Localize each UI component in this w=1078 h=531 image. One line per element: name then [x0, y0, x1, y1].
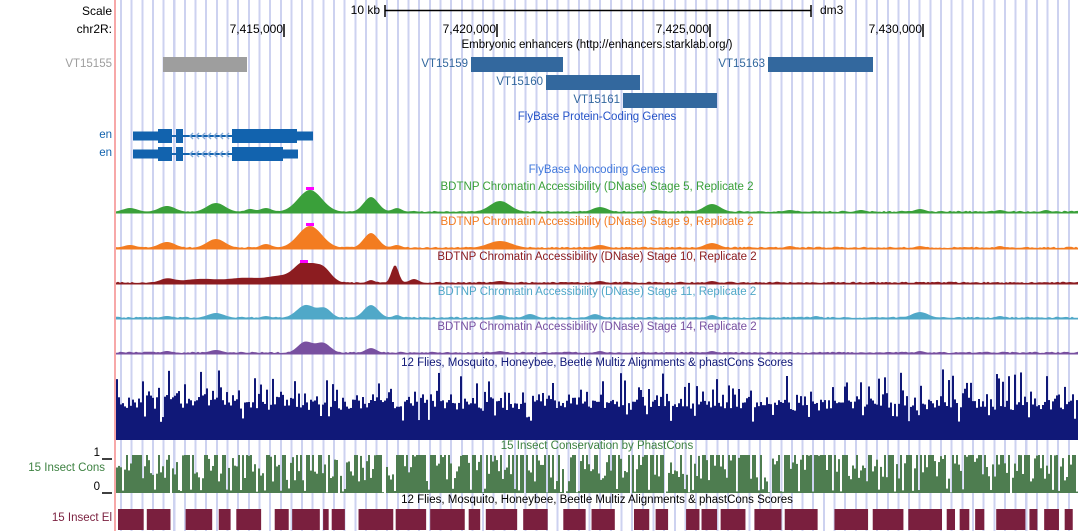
ruler-tick-label: 7,430,000 — [868, 22, 922, 36]
gene-strand-arrow — [201, 150, 206, 158]
dnase_stage5-signal — [116, 190, 1078, 212]
enhancer-box-vt15161 — [623, 93, 717, 108]
dnase_stage9-clip-mark — [306, 223, 314, 226]
left-edge-guideline — [114, 0, 116, 531]
gene-utr — [283, 149, 298, 159]
gene-strand-arrow — [225, 132, 230, 140]
ruler-tick-label: 7,420,000 — [442, 22, 496, 36]
gene-strand-arrow — [195, 150, 200, 158]
track-label-insect-cons[interactable]: 15 Insect Cons — [28, 462, 105, 474]
gene-exon — [232, 129, 297, 143]
gene-strand-arrow — [207, 132, 212, 140]
gene-strand-arrow — [189, 132, 194, 140]
phastcons-axis-min: 0 — [93, 481, 100, 493]
gene-exon — [158, 147, 172, 161]
enhancer-box-vt15163 — [768, 57, 873, 72]
track-title-dnase-stage5[interactable]: BDTNP Chromatin Accessibility (DNase) St… — [440, 181, 754, 193]
dnase_stage10-signal — [116, 263, 1078, 283]
dnase_stage5-clip-mark — [306, 187, 314, 190]
track-title-enhancers[interactable]: Embryonic enhancers (http://enhancers.st… — [461, 39, 733, 51]
track-title-dnase-stage10[interactable]: BDTNP Chromatin Accessibility (DNase) St… — [437, 251, 757, 263]
track-title-multiz-2[interactable]: 12 Flies, Mosquito, Honeybee, Beetle Mul… — [401, 494, 793, 506]
enhancer-box-vt15159 — [471, 57, 563, 72]
track-title-phastcons[interactable]: 15 Insect Conservation by PhastCons — [500, 440, 694, 452]
gene-utr — [133, 149, 158, 159]
track-title-dnase-stage9[interactable]: BDTNP Chromatin Accessibility (DNase) St… — [440, 216, 754, 228]
track-title-multiz[interactable]: 12 Flies, Mosquito, Honeybee, Beetle Mul… — [401, 357, 793, 369]
enhancer-box-vt15155 — [163, 57, 247, 72]
gene-strand-arrow — [225, 150, 230, 158]
chromosome-label: chr2R: — [76, 22, 112, 36]
gene-exon — [176, 129, 183, 143]
gene-strand-arrow — [201, 132, 206, 140]
gene-exon — [158, 129, 172, 143]
track-title-noncoding-genes[interactable]: FlyBase Noncoding Genes — [528, 164, 666, 176]
gene-strand-arrow — [189, 150, 194, 158]
gene-label-en-2[interactable]: en — [99, 147, 112, 159]
enhancer-label-vt15159[interactable]: VT15159 — [421, 58, 468, 70]
dnase_stage10-clip-mark — [300, 260, 308, 263]
phastcons-axis-max: 1 — [93, 447, 100, 459]
gene-label-en-1[interactable]: en — [99, 129, 112, 141]
scale-row-label: Scale — [81, 4, 112, 18]
dnase_stage9-signal — [116, 226, 1078, 248]
gene-exon — [232, 147, 283, 161]
gene-utr — [133, 131, 158, 141]
gene-strand-arrow — [195, 132, 200, 140]
scale-value: 10 kb — [350, 3, 380, 17]
enhancer-box-vt15160 — [546, 75, 640, 90]
gene-strand-arrow — [213, 132, 218, 140]
dnase_stage14-signal — [116, 341, 1078, 353]
assembly-name: dm3 — [820, 3, 844, 17]
ruler-tick-label: 7,425,000 — [655, 22, 709, 36]
gene-utr — [297, 131, 313, 141]
gene-strand-arrow — [213, 150, 218, 158]
ruler-tick-label: 7,415,000 — [229, 22, 283, 36]
enhancer-label-vt15163[interactable]: VT15163 — [718, 58, 765, 70]
enhancer-label-vt15161[interactable]: VT15161 — [573, 94, 620, 106]
track-title-dnase-stage11[interactable]: BDTNP Chromatin Accessibility (DNase) St… — [437, 286, 757, 298]
enhancer-label-vt15160[interactable]: VT15160 — [496, 76, 543, 88]
dnase_stage11-signal — [116, 304, 1078, 318]
enhancer-label-vt15155[interactable]: VT15155 — [65, 58, 112, 70]
gene-strand-arrow — [207, 150, 212, 158]
track-title-protein-coding-genes[interactable]: FlyBase Protein-Coding Genes — [517, 111, 677, 123]
gene-exon — [176, 147, 183, 161]
gene-strand-arrow — [219, 132, 224, 140]
gene-strand-arrow — [219, 150, 224, 158]
track-label-insect-elements[interactable]: 15 Insect El — [51, 512, 112, 524]
track-title-dnase-stage14[interactable]: BDTNP Chromatin Accessibility (DNase) St… — [437, 321, 757, 333]
